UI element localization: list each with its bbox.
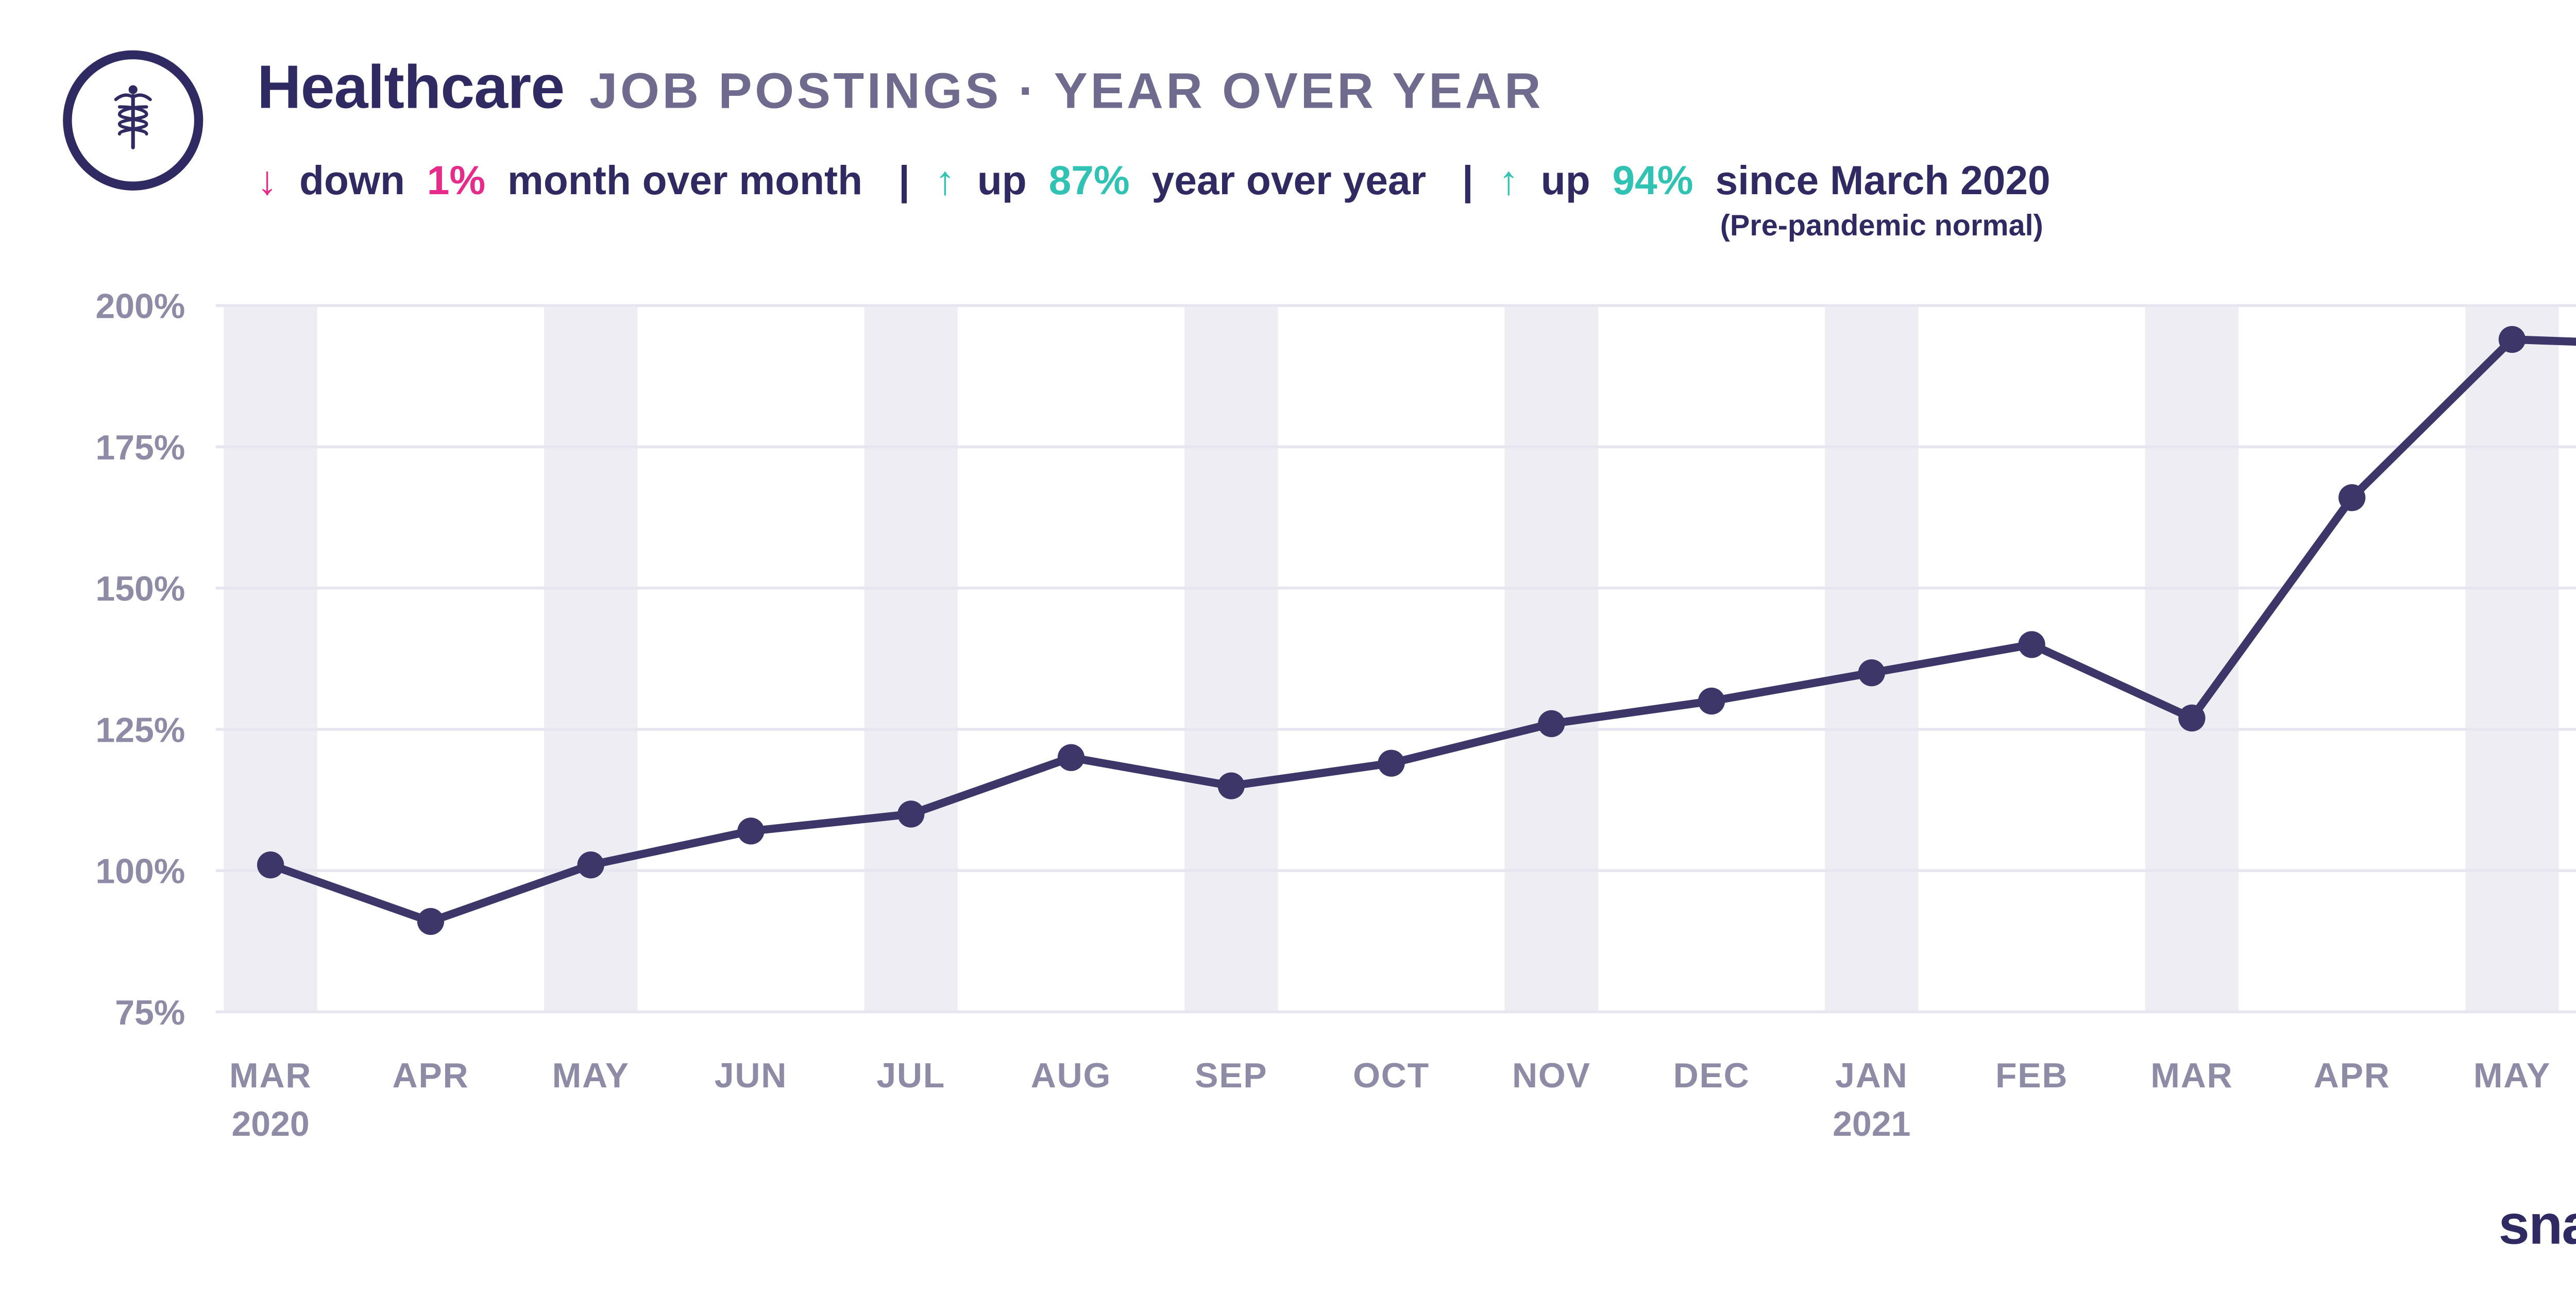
data-point [1378,749,1405,777]
x-axis-label: MAR [229,1056,312,1095]
y-axis-label: 150% [95,569,185,608]
up-arrow-icon: ↑ [935,158,956,203]
stat-value: 94% [1612,158,1693,203]
x-axis-label: APR [2314,1056,2391,1095]
caduceus-icon [114,85,152,149]
y-axis-label: 175% [95,428,185,467]
chart-band [224,305,317,1012]
data-point [1538,710,1565,738]
x-axis-year-label: 2020 [231,1104,309,1144]
data-point [417,908,445,935]
chart-band [1504,305,1599,1012]
data-line [266,335,2576,926]
y-axis-label: 75% [115,993,185,1032]
x-axis-label: JUN [715,1056,787,1095]
data-point [1858,659,1886,687]
data-point [2178,704,2206,732]
snagajob-logo: snagajob [2498,1193,2576,1256]
data-point [257,851,284,879]
chart-band [544,305,638,1012]
x-axis-label: MAR [2150,1056,2233,1095]
pre-pandemic-note: (Pre-pandemic normal) [1720,210,2043,243]
stat-value: 87% [1048,158,1130,203]
x-axis-label: NOV [1512,1056,1591,1095]
chart-band [2465,305,2559,1012]
title-row: Healthcare JOB POSTINGS · YEAR OVER YEAR [257,54,1544,124]
chart-band [864,305,958,1012]
separator: | [898,158,910,203]
page-title: Healthcare [257,54,565,123]
chart-band [2145,305,2239,1012]
x-axis-label: SEP [1195,1056,1267,1095]
x-axis-label: JUL [876,1056,945,1095]
line-chart: 75% 100% 125% 150% 175% 200% MAR APR MAY JUN JUL AU… [95,287,2576,1144]
stat-prefix: down [299,158,405,203]
stats-row: ↓ down 1% month over month | ↑ up 87% ye… [257,158,2061,243]
x-axis-label: FEB [1995,1056,2068,1095]
stat-year-over-year: ↑ up 87% year over year [935,158,1437,205]
page-subtitle: JOB POSTINGS · YEAR OVER YEAR [589,63,1544,119]
x-axis-label: DEC [1673,1056,1750,1095]
data-point [2018,631,2045,658]
data-point [1698,687,1725,715]
data-point [1217,772,1245,799]
x-axis-label: APR [392,1056,469,1095]
chart-band [1184,305,1278,1012]
data-point [577,851,604,879]
stat-label: month over month [507,158,863,203]
y-axis-label: 200% [95,287,185,326]
data-point [1057,744,1085,771]
stat-prefix: up [977,158,1027,203]
stat-since-march-2020: ↑ up 94% since March 2020 (Pre-pandemic … [1498,158,2061,243]
stat-month-over-month: ↓ down 1% month over month [257,158,873,205]
data-point [2498,326,2526,353]
y-axis-label: 125% [95,710,185,749]
stat-prefix: up [1540,158,1590,203]
healthcare-badge [63,50,204,191]
x-axis-label: OCT [1353,1056,1430,1095]
x-axis-label: MAY [552,1056,630,1095]
chart-band [1825,305,1919,1012]
x-axis-label: JAN [1835,1056,1908,1095]
down-arrow-icon: ↓ [257,158,278,203]
x-axis-label: AUG [1031,1056,1111,1095]
separator: | [1462,158,1473,203]
y-axis-label: 100% [95,852,185,891]
stat-value: 1% [427,158,486,203]
x-axis-label: MAY [2473,1056,2551,1095]
x-axis-year-label: 2021 [1833,1104,1910,1144]
data-point [2338,484,2366,511]
data-point [897,800,925,828]
data-point [737,817,765,845]
stat-label: since March 2020 [1715,158,2050,203]
up-arrow-icon: ↑ [1498,158,1519,203]
stat-label: year over year [1151,158,1427,203]
